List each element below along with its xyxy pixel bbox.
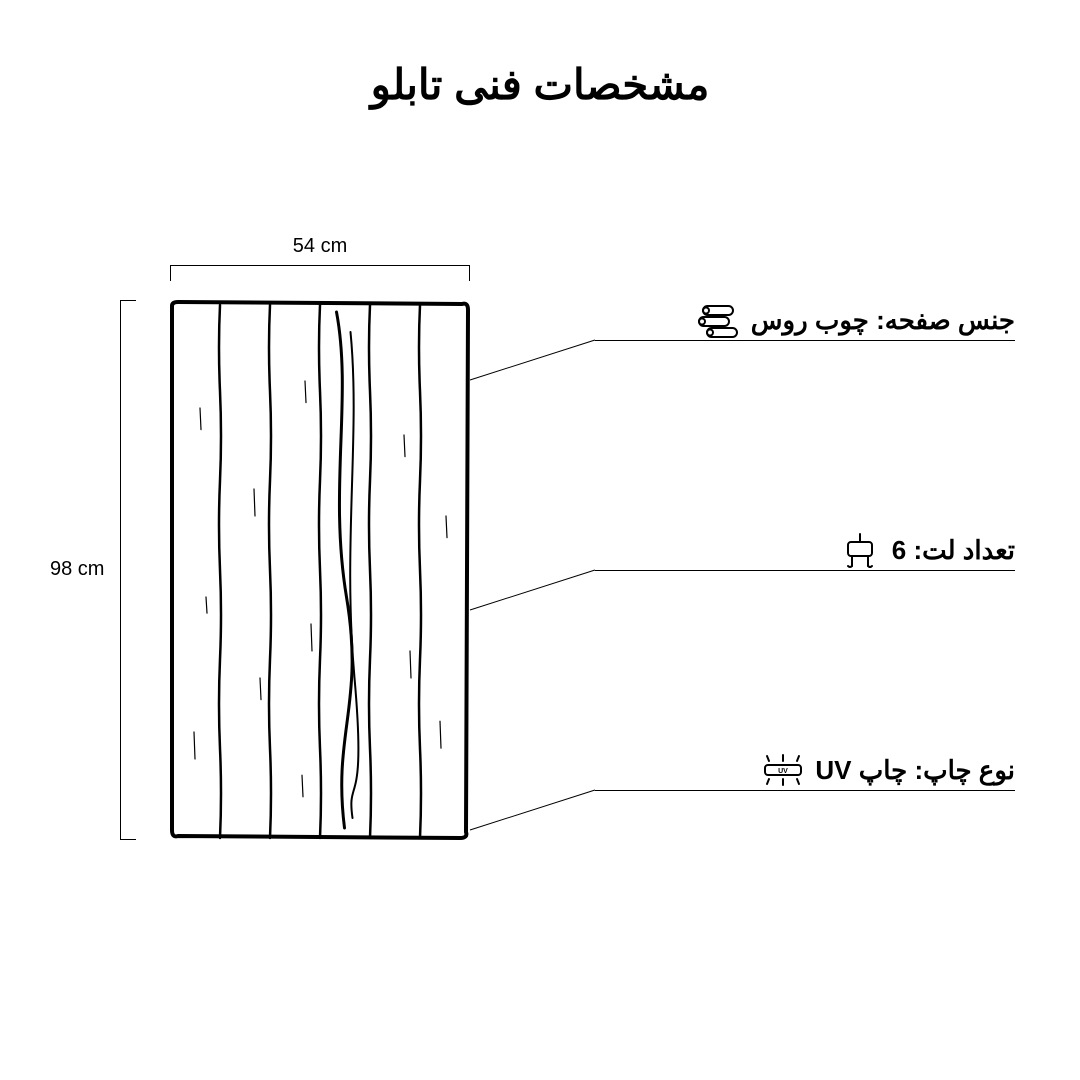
leader-line-2 bbox=[468, 788, 597, 832]
spec-material: جنس صفحه: چوب روس bbox=[697, 300, 1015, 340]
spec-material-text: جنس صفحه: چوب روس bbox=[751, 305, 1015, 336]
spec-print-type-text: نوع چاپ: چاپ UV bbox=[815, 755, 1015, 786]
dim-height-tick-top bbox=[120, 300, 136, 301]
wood-logs-icon bbox=[697, 300, 741, 340]
spec-plank-count-text: تعداد لت: 6 bbox=[892, 535, 1015, 566]
leader-line-1 bbox=[468, 568, 597, 612]
dim-width-label: 54 cm bbox=[170, 235, 470, 258]
leader-line-0 bbox=[468, 338, 597, 382]
dim-height-tick-bottom bbox=[120, 839, 136, 840]
spec-underline-2 bbox=[595, 790, 1015, 791]
dim-width-tick-left bbox=[170, 265, 171, 281]
spec-print-type: UV نوع چاپ: چاپ UV bbox=[761, 750, 1015, 790]
dim-height-label: 98 cm bbox=[50, 558, 104, 581]
board-diagram bbox=[170, 300, 470, 845]
spec-underline-1 bbox=[595, 570, 1015, 571]
dim-width-tick-right bbox=[469, 265, 470, 281]
spec-plank-count: تعداد لت: 6 bbox=[838, 530, 1015, 570]
spec-underline-0 bbox=[595, 340, 1015, 341]
page-title: مشخصات فنی تابلو bbox=[0, 60, 1080, 109]
svg-text:UV: UV bbox=[779, 768, 789, 775]
uv-tube-icon: UV bbox=[761, 750, 805, 790]
infographic-canvas: { "title": "مشخصات فنی تابلو", "colors":… bbox=[0, 0, 1080, 1080]
dim-width-line bbox=[170, 265, 470, 266]
board-count-icon bbox=[838, 530, 882, 570]
dim-height-line bbox=[120, 300, 121, 840]
